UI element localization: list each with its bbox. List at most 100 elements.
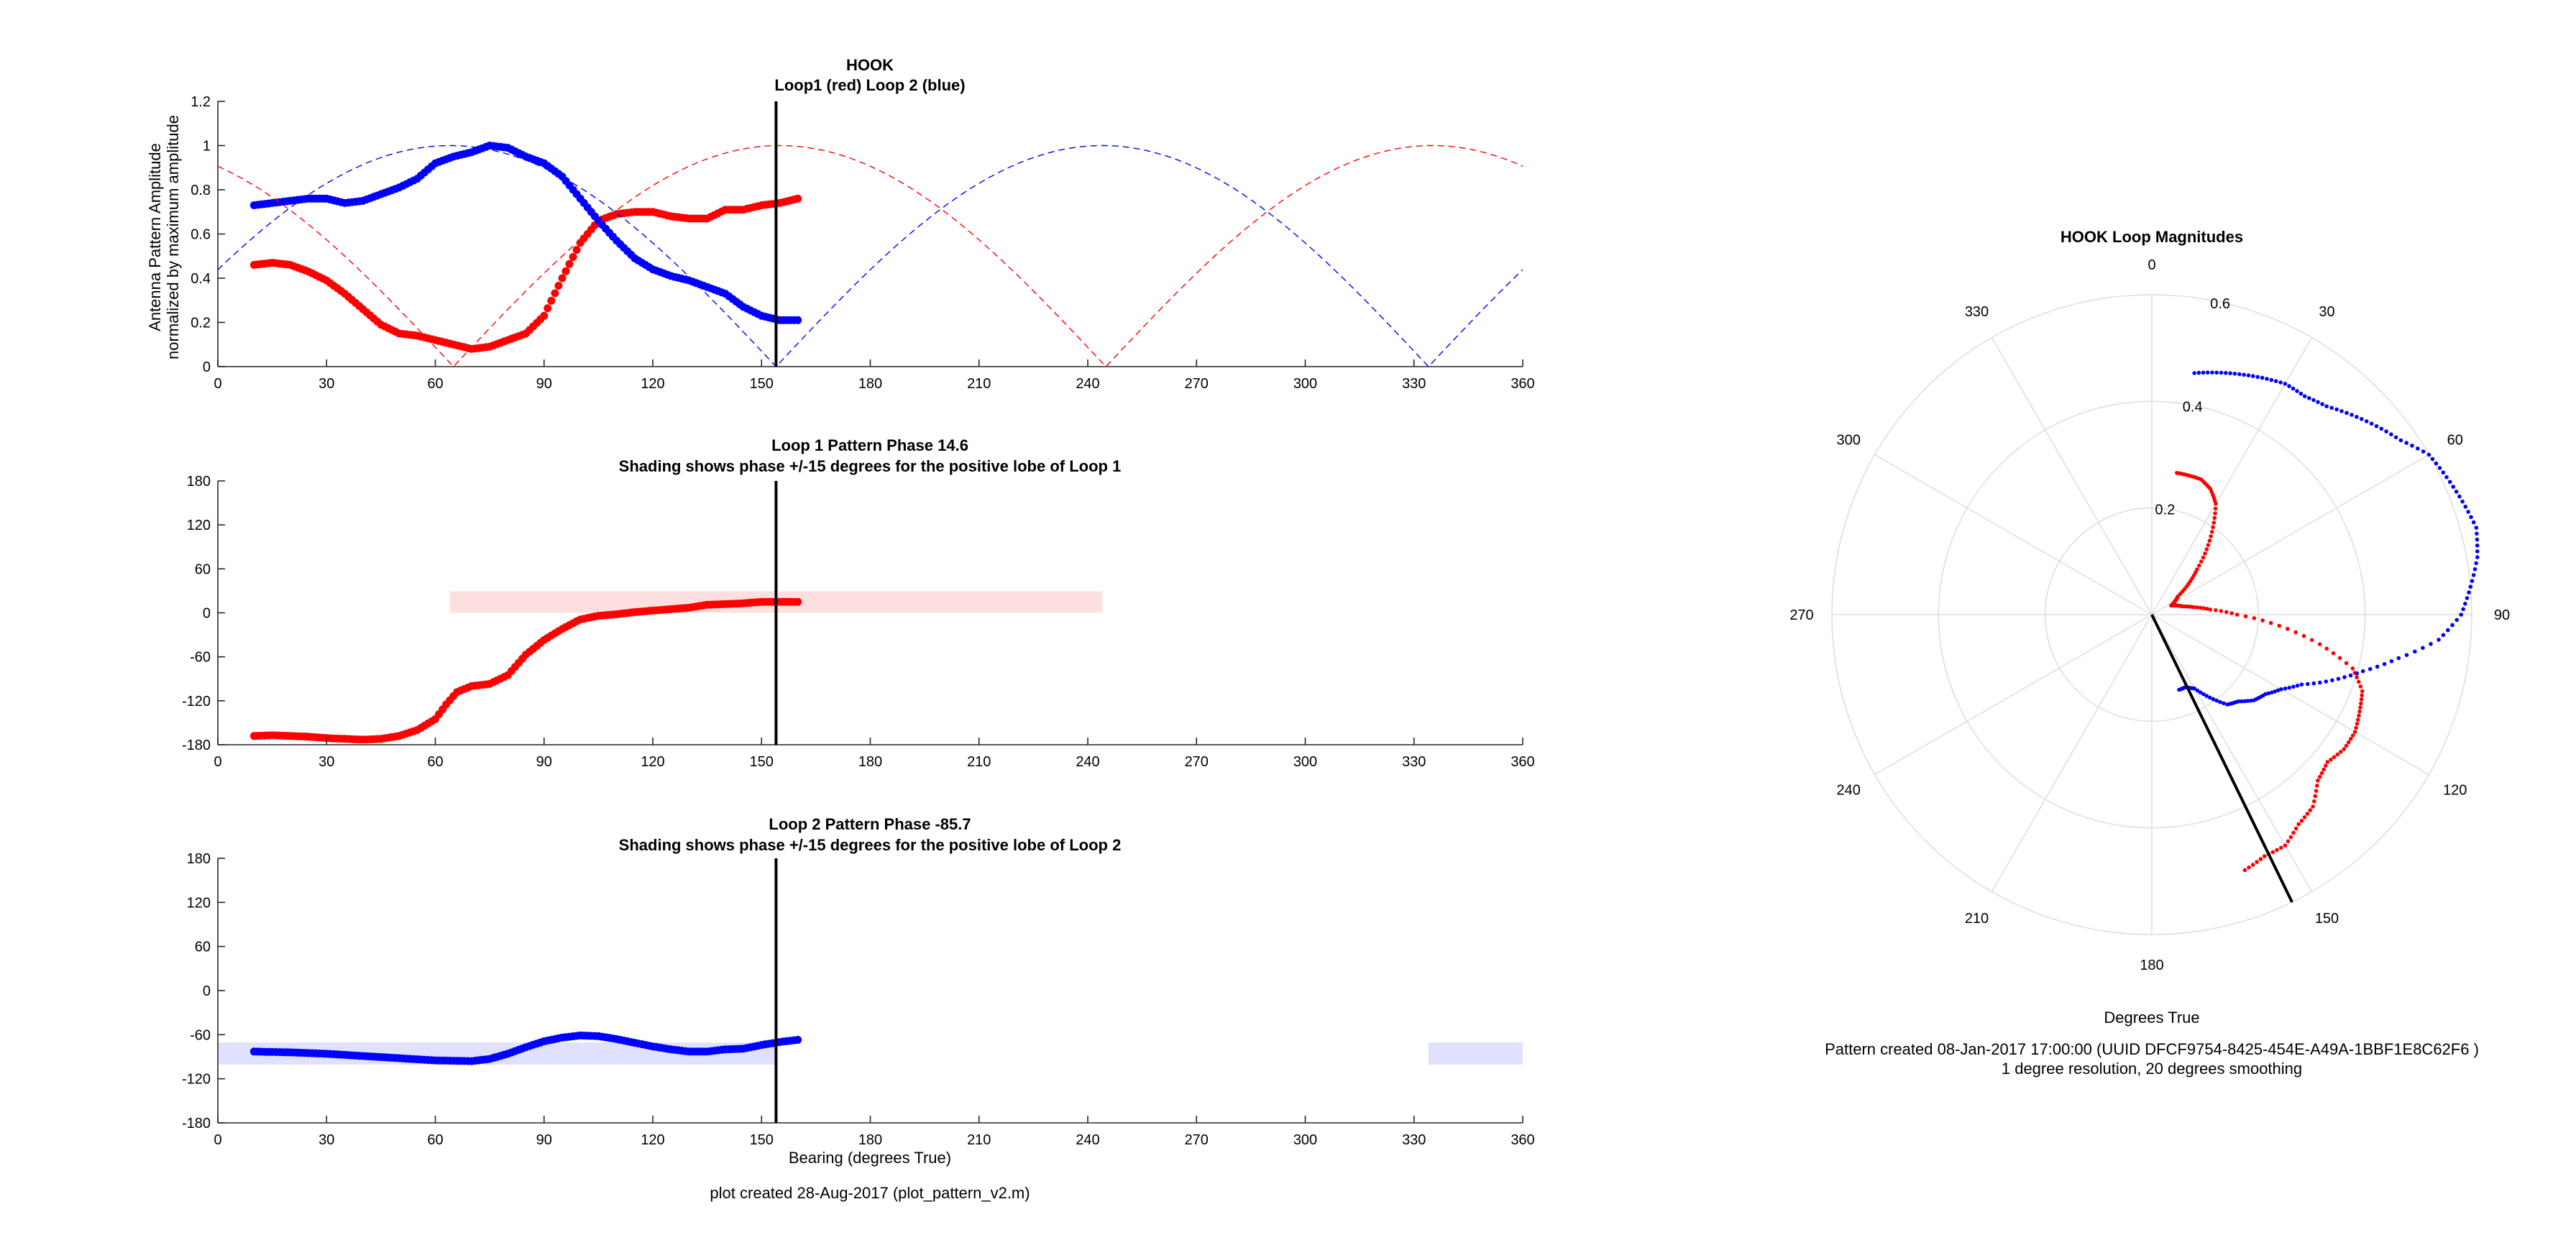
amplitude-ylabel-2: normalized by maximum amplitude [164, 115, 182, 359]
polar-point-loop-2 [2219, 370, 2224, 375]
polar-point-loop1 [2194, 570, 2198, 575]
polar-point-loop-2 [2273, 689, 2277, 694]
polar-point-loop1 [2332, 755, 2337, 759]
polar-point-loop1 [2359, 701, 2363, 706]
polar-point-loop-2 [2177, 687, 2181, 692]
data-point-loop1 [544, 304, 552, 313]
polar-angle-label: 90 [2494, 607, 2510, 623]
polar-point-loop1 [2212, 515, 2217, 520]
polar-point-loop-2 [2251, 374, 2255, 378]
polar-point-loop-2 [2396, 656, 2401, 661]
polar-point-loop1 [2197, 563, 2201, 568]
y-tick-label: -120 [182, 1072, 211, 1088]
polar-point-loop1 [2355, 722, 2360, 726]
polar-point-loop-2 [2421, 449, 2426, 454]
polar-point-loop-2 [2471, 520, 2476, 525]
polar-point-loop1 [2315, 784, 2319, 788]
polar-point-loop-2 [2283, 687, 2288, 691]
polar-point-loop1 [2321, 767, 2326, 772]
polar-point-loop1 [2224, 610, 2229, 615]
polar-point-loop-2 [2214, 370, 2219, 375]
polar-point-loop-2 [2311, 398, 2316, 403]
polar-point-loop1 [2356, 717, 2360, 722]
polar-point-loop-2 [2469, 515, 2473, 520]
polar-point-loop-2 [2437, 638, 2441, 642]
polar-point-loop-2 [2369, 421, 2374, 426]
polar-point-loop-2 [2410, 444, 2414, 448]
polar-point-loop-2 [2471, 573, 2476, 577]
polar-point-loop-2 [2475, 549, 2480, 554]
polar-point-loop1 [2296, 822, 2301, 827]
amplitude-subtitle: Loop1 (red) Loop 2 (blue) [774, 76, 965, 94]
x-tick-label: 180 [858, 376, 882, 392]
polar-point-loop1 [2313, 794, 2318, 799]
polar-point-loop1 [2324, 763, 2328, 768]
polar-point-loop1 [2358, 684, 2363, 689]
polar-point-loop1 [2337, 656, 2342, 661]
polar-point-loop1 [2277, 623, 2282, 628]
polar-point-loop1 [2203, 551, 2207, 556]
x-tick-label: 270 [1185, 376, 1209, 392]
polar-point-loop-2 [2265, 377, 2269, 381]
polar-point-loop-2 [2287, 384, 2291, 388]
x-tick-label: 330 [1402, 1132, 1426, 1148]
polar-point-loop-2 [2360, 417, 2364, 421]
polar-spoke [2151, 614, 2429, 776]
polar-point-loop-2 [2306, 681, 2310, 687]
polar-point-loop-2 [2364, 419, 2369, 423]
polar-spoke [1874, 454, 2153, 615]
polar-point-loop-2 [2225, 702, 2229, 707]
polar-point-loop1 [2346, 740, 2351, 745]
polar-point-loop-2 [2460, 499, 2465, 504]
y-tick-label: 180 [187, 851, 211, 867]
x-tick-label: 240 [1076, 376, 1099, 392]
x-tick-label: 120 [641, 1132, 664, 1148]
x-tick-label: 120 [641, 376, 664, 392]
polar-angle-label: 180 [2140, 958, 2163, 973]
polar-point-loop-2 [2242, 699, 2247, 704]
polar-point-loop-2 [2320, 402, 2324, 406]
y-tick-label: 0 [203, 606, 211, 622]
polar-point-loop-2 [2205, 370, 2210, 375]
polar-point-loop1 [2214, 502, 2218, 506]
polar-point-loop-2 [2269, 377, 2274, 382]
polar-point-loop-2 [2457, 494, 2462, 499]
polar-point-loop-2 [2245, 699, 2250, 703]
polar-point-loop-2 [2374, 424, 2379, 428]
polar-point-loop-2 [2287, 685, 2291, 690]
polar-point-loop1 [2301, 633, 2306, 638]
polar-point-loop-2 [2463, 602, 2467, 606]
polar-point-loop-2 [2324, 404, 2329, 408]
polar-xlabel: Degrees True [2104, 1009, 2199, 1027]
polar-point-loop-2 [2266, 691, 2271, 696]
polar-point-loop1 [2198, 605, 2203, 610]
polar-point-loop-2 [2444, 475, 2449, 479]
polar-point-loop-2 [2260, 375, 2265, 380]
polar-point-loop1 [2243, 614, 2248, 619]
polar-point-loop1 [2286, 627, 2290, 631]
data-point-loop1 [565, 260, 574, 268]
polar-point-loop-2 [2316, 400, 2320, 405]
polar-point-loop1 [2312, 799, 2316, 804]
polar-point-loop1 [2316, 779, 2320, 783]
polar-point-loop-2 [2454, 490, 2459, 494]
x-tick-label: 90 [536, 1132, 552, 1148]
y-tick-label: 0.4 [191, 271, 211, 287]
x-tick-label: 180 [858, 754, 882, 770]
polar-point-loop1 [2358, 705, 2362, 710]
polar-point-loop1 [2339, 750, 2343, 754]
polar-point-loop1 [2360, 693, 2364, 697]
polar-point-loop1 [2357, 679, 2361, 684]
polar-point-loop-2 [2375, 664, 2380, 669]
x-tick-label: 120 [641, 754, 664, 770]
polar-point-loop1 [2350, 666, 2355, 671]
polar-point-loop-2 [2318, 680, 2322, 685]
polar-point-loop-2 [2279, 687, 2283, 692]
x-tick-label: 300 [1293, 1132, 1317, 1148]
polar-point-loop1 [2308, 808, 2313, 812]
loop2-phase-panel: 0 30 60 90 120 150 180 210 240 270 300 330 360 -180 -1… [182, 815, 1535, 1167]
polar-point-loop-2 [2465, 596, 2470, 600]
polar-point-loop1 [2229, 611, 2234, 615]
x-tick-label: 30 [318, 754, 334, 770]
